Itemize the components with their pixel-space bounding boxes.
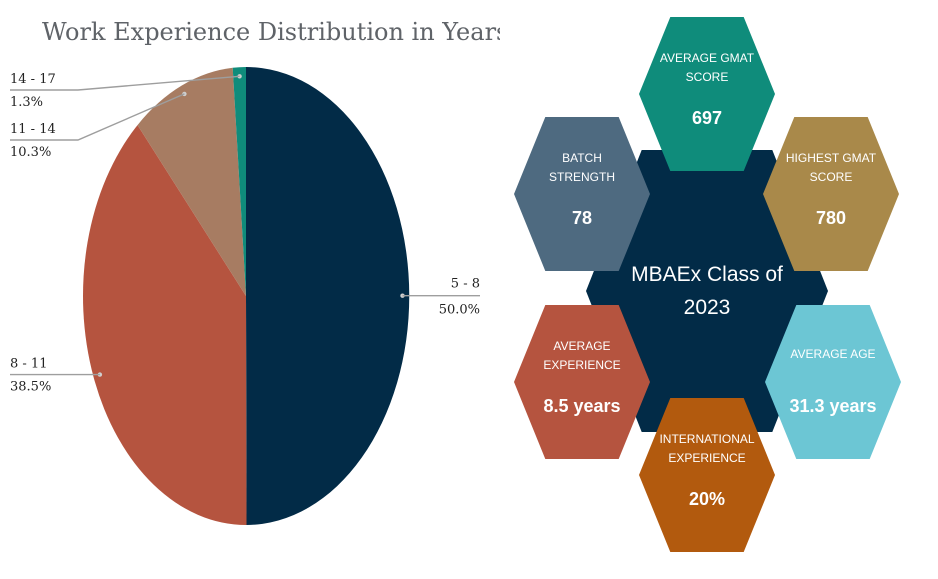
pie-category-label: 14 - 17 <box>10 72 56 87</box>
hex-shape <box>765 305 901 459</box>
pie-leader-lines <box>10 74 480 377</box>
pie-slice-11-14 <box>137 67 246 296</box>
hex-label: BATCH <box>562 151 602 165</box>
hex-label: SCORE <box>810 170 853 184</box>
hex-label: INTERNATIONAL <box>659 432 754 446</box>
hex-stat-avg-gmat: AVERAGE GMAT SCORE 697 <box>639 17 775 171</box>
pie-category-label: 8 - 11 <box>10 357 47 372</box>
hex-shape <box>514 305 650 459</box>
pie-value-label: 50.0% <box>439 303 480 318</box>
pie-value-label: 1.3% <box>10 95 43 110</box>
hex-value: 697 <box>692 108 722 128</box>
hex-stat-avg-experience: AVERAGE EXPERIENCE 8.5 years <box>514 305 650 459</box>
hex-value: 20% <box>689 489 725 509</box>
pie-labels: 5 - 8 50.0% 8 - 11 38.5% 11 - 14 10.3% 14 - 17… <box>10 72 480 395</box>
hex-shape <box>514 117 650 271</box>
hex-shape <box>763 117 899 271</box>
pie-category-label: 11 - 14 <box>10 122 56 137</box>
hex-value: 31.3 years <box>789 396 876 416</box>
hex-label: HIGHEST GMAT <box>786 151 877 165</box>
hex-center-title: MBAEx Class of <box>631 263 783 286</box>
pie-label-anchor <box>97 372 103 377</box>
hex-center-class: MBAEx Class of 2023 <box>586 150 828 432</box>
hex-center-year: 2023 <box>684 296 731 319</box>
hex-value: 780 <box>816 208 846 228</box>
pie-category-label: 5 - 8 <box>451 277 480 292</box>
pie-slice-14-17 <box>232 67 246 296</box>
hex-label: AVERAGE AGE <box>790 347 875 361</box>
hex-stat-avg-age: AVERAGE AGE 31.3 years <box>765 305 901 459</box>
hex-label: AVERAGE <box>553 339 610 353</box>
hex-value: 8.5 years <box>543 396 620 416</box>
hex-value: 78 <box>572 208 592 228</box>
chart-title: Work Experience Distribution in Years <box>42 18 500 46</box>
pie-slice-8-11 <box>83 125 247 526</box>
pie-leader-line <box>10 75 240 91</box>
pie-slice-5-8 <box>246 66 410 525</box>
hex-label: SCORE <box>686 70 729 84</box>
hex-stat-intl-experience: INTERNATIONAL EXPERIENCE 20% <box>639 398 775 552</box>
hex-shape <box>639 398 775 552</box>
class-profile-hexagons: MBAEx Class of 2023 AVERAGE GMAT SCORE 697 BA… <box>514 17 901 552</box>
hex-shape <box>639 17 775 171</box>
hex-label: EXPERIENCE <box>668 451 745 465</box>
hex-label: STRENGTH <box>549 170 615 184</box>
hex-stat-highest-gmat: HIGHEST GMAT SCORE 780 <box>763 117 899 271</box>
pie-value-label: 38.5% <box>10 380 51 395</box>
work-experience-pie-chart: Work Experience Distribution in Years 5 … <box>10 18 500 526</box>
hex-stat-batch-strength: BATCH STRENGTH 78 <box>514 117 650 271</box>
hex-label: AVERAGE GMAT <box>660 51 755 65</box>
pie-slices <box>83 66 410 526</box>
hex-center-shape <box>586 150 828 432</box>
pie-leader-line <box>10 93 185 141</box>
hex-label: EXPERIENCE <box>543 358 620 372</box>
pie-value-label: 10.3% <box>10 145 51 160</box>
